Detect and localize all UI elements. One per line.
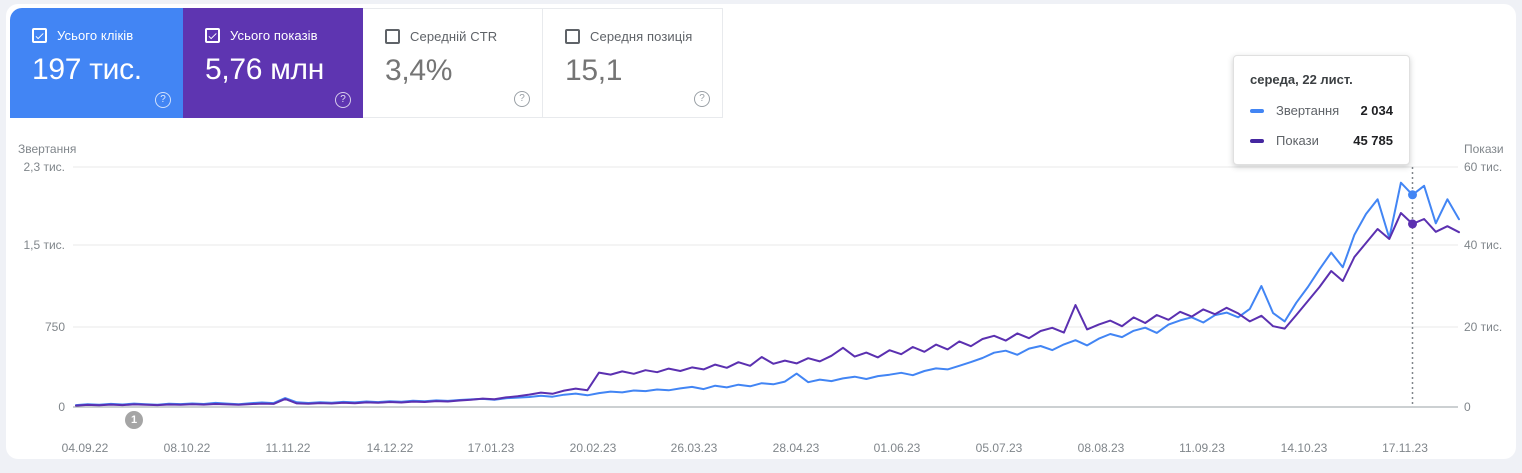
series-line-left: [75, 181, 1460, 407]
metric-cards: Усього кліків 197 тис. ? Усього показів …: [10, 8, 723, 118]
tooltip-row-clicks: Звертання 2 034: [1250, 103, 1393, 118]
card-title: Середній CTR: [410, 29, 498, 44]
card-value: 197 тис.: [32, 53, 142, 86]
card-total-impressions[interactable]: Усього показів 5,76 млн ?: [183, 8, 363, 118]
card-value: 5,76 млн: [205, 53, 325, 86]
clicks-legend-dash-icon: [1250, 108, 1264, 113]
help-icon[interactable]: ?: [694, 91, 710, 107]
tooltip-value: 45 785: [1353, 133, 1393, 148]
x-tick: 26.03.23: [670, 441, 718, 455]
help-icon[interactable]: ?: [514, 91, 530, 107]
x-tick: 04.09.22: [61, 441, 109, 455]
series-line-right: [75, 212, 1460, 407]
card-value: 15,1: [565, 54, 623, 87]
card-title: Усього кліків: [57, 28, 134, 43]
checkbox-total-impressions[interactable]: [205, 28, 220, 43]
x-tick: 11.11.22: [265, 441, 311, 455]
x-tick: 14.12.22: [366, 441, 414, 455]
checkmark-icon: [35, 32, 44, 39]
tooltip-label: Звертання: [1276, 103, 1340, 118]
y-tick-right: 20 тис.: [1464, 320, 1503, 334]
y-tick-left: 0: [58, 400, 65, 414]
y-tick-right: 40 тис.: [1464, 238, 1503, 252]
hover-point-right: [1408, 219, 1417, 229]
x-tick: 14.10.23: [1280, 441, 1328, 455]
card-average-ctr[interactable]: Середній CTR 3,4% ?: [363, 8, 543, 118]
x-tick: 08.10.22: [163, 441, 211, 455]
y-tick-left: 2,3 тис.: [23, 160, 65, 174]
x-tick: 17.01.23: [467, 441, 515, 455]
x-tick: 08.08.23: [1077, 441, 1125, 455]
tooltip-row-impressions: Покази 45 785: [1250, 133, 1393, 148]
impressions-legend-dash-icon: [1250, 138, 1264, 143]
y-tick-left: 750: [44, 320, 65, 334]
left-axis-title: Звертання: [18, 142, 77, 156]
tooltip-label: Покази: [1276, 133, 1319, 148]
card-title: Усього показів: [230, 28, 318, 43]
x-tick: 17.11.23: [1382, 441, 1428, 455]
card-total-clicks[interactable]: Усього кліків 197 тис. ?: [10, 8, 183, 118]
right-axis-title: Покази: [1464, 142, 1504, 156]
annotation-marker[interactable]: 1: [125, 411, 143, 429]
checkbox-average-position[interactable]: [565, 29, 580, 44]
tooltip-value: 2 034: [1360, 103, 1393, 118]
x-tick: 01.06.23: [873, 441, 921, 455]
help-icon[interactable]: ?: [155, 92, 171, 108]
checkbox-average-ctr[interactable]: [385, 29, 400, 44]
x-tick: 11.09.23: [1179, 441, 1225, 455]
x-tick: 05.07.23: [975, 441, 1023, 455]
card-average-position[interactable]: Середня позиція 15,1 ?: [543, 8, 723, 118]
help-icon[interactable]: ?: [335, 92, 351, 108]
chart-tooltip: середа, 22 лист. Звертання 2 034 Покази …: [1233, 55, 1410, 165]
x-tick: 28.04.23: [772, 441, 820, 455]
checkmark-icon: [208, 32, 217, 39]
y-tick-left: 1,5 тис.: [23, 238, 65, 252]
x-tick: 20.02.23: [569, 441, 617, 455]
tooltip-date: середа, 22 лист.: [1250, 72, 1353, 87]
card-value: 3,4%: [385, 54, 453, 87]
y-tick-right: 0: [1464, 400, 1471, 414]
card-title: Середня позиція: [590, 29, 693, 44]
hover-point-left: [1408, 190, 1417, 200]
checkbox-total-clicks[interactable]: [32, 28, 47, 43]
y-tick-right: 60 тис.: [1464, 160, 1503, 174]
